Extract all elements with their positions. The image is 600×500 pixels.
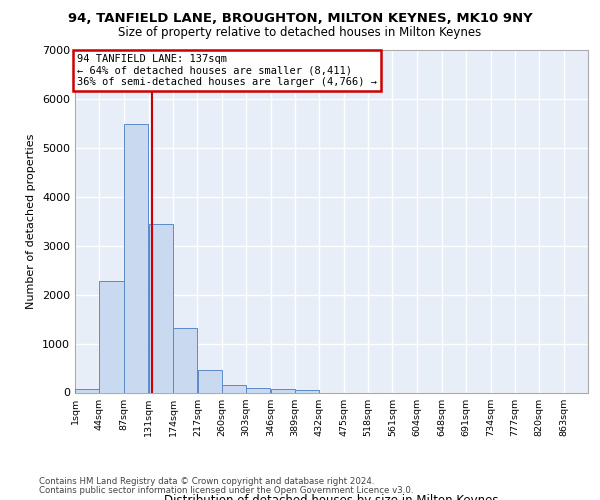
Bar: [124, 124, 148, 392]
Text: 94 TANFIELD LANE: 137sqm
← 64% of detached houses are smaller (8,411)
36% of sem: 94 TANFIELD LANE: 137sqm ← 64% of detach…: [77, 54, 377, 87]
Text: Contains HM Land Registry data © Crown copyright and database right 2024.: Contains HM Land Registry data © Crown c…: [39, 477, 374, 486]
Bar: [295, 390, 319, 392]
X-axis label: Distribution of detached houses by size in Milton Keynes: Distribution of detached houses by size …: [164, 494, 499, 500]
Bar: [271, 390, 295, 392]
Text: Contains public sector information licensed under the Open Government Licence v3: Contains public sector information licen…: [39, 486, 413, 495]
Text: 94, TANFIELD LANE, BROUGHTON, MILTON KEYNES, MK10 9NY: 94, TANFIELD LANE, BROUGHTON, MILTON KEY…: [68, 12, 532, 24]
Bar: [197, 370, 222, 392]
Bar: [173, 328, 197, 392]
Bar: [222, 384, 246, 392]
Y-axis label: Number of detached properties: Number of detached properties: [26, 134, 37, 309]
Bar: [149, 224, 173, 392]
Bar: [75, 388, 99, 392]
Bar: [246, 388, 271, 392]
Bar: [100, 282, 124, 393]
Text: Size of property relative to detached houses in Milton Keynes: Size of property relative to detached ho…: [118, 26, 482, 39]
